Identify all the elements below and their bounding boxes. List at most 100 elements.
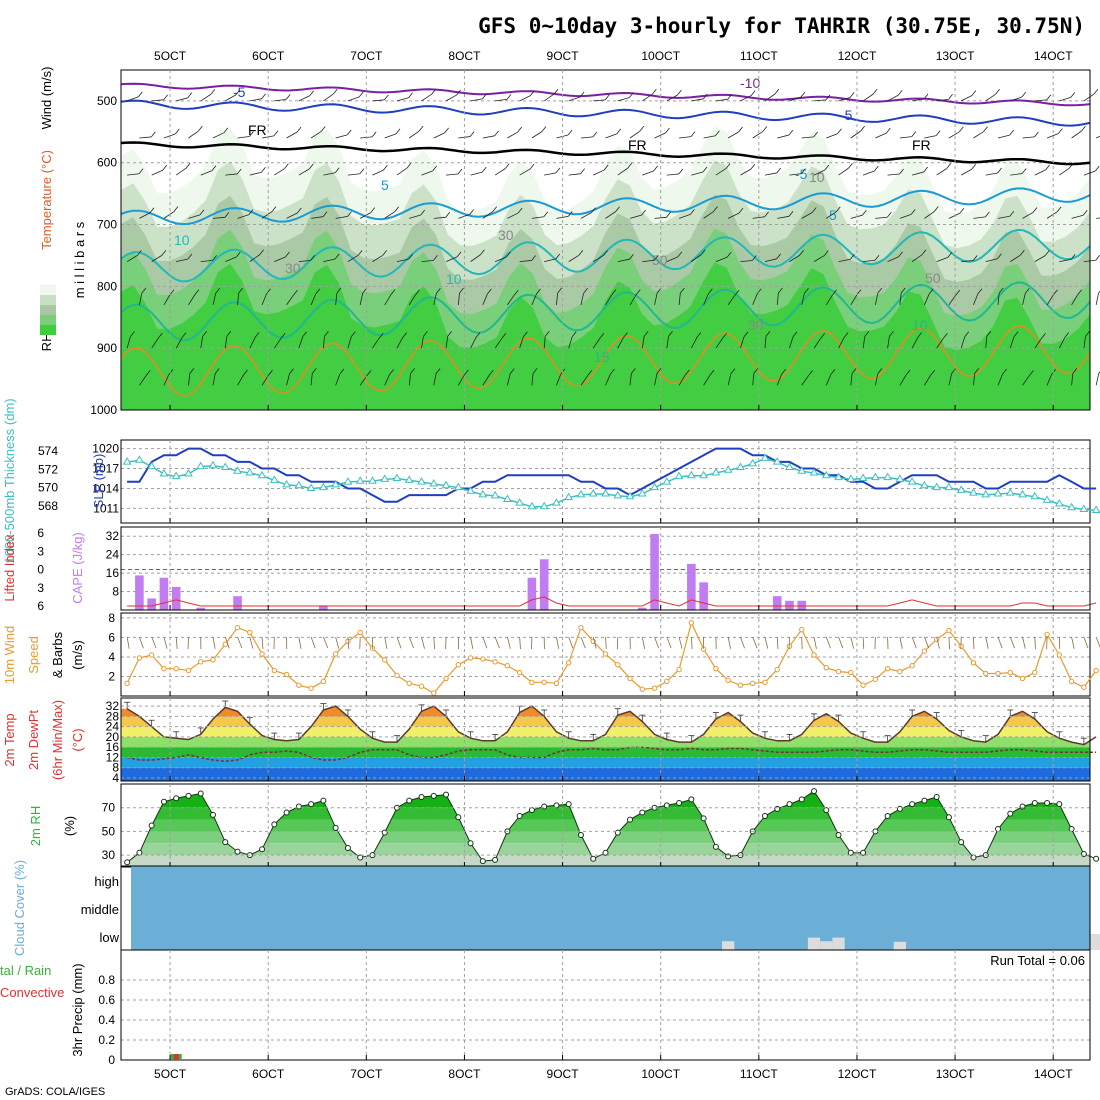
upper-wind-barb-flag — [727, 94, 733, 100]
upper-wind-barb-flag — [238, 287, 244, 294]
upper-wind-barb-flag — [653, 255, 659, 261]
upper-wind-barb — [531, 373, 534, 386]
upper-wind-barb — [752, 216, 765, 219]
upper-wind-barb — [850, 130, 861, 139]
upper-wind-barb-flag — [776, 167, 782, 174]
upper-wind-barb — [1034, 338, 1042, 349]
rh-point — [835, 831, 842, 838]
upper-wind-barb — [421, 170, 433, 176]
upper-wind-barb-flag — [402, 332, 407, 338]
upper-wind-barb — [200, 260, 213, 263]
upper-wind-barb-flag — [690, 131, 696, 137]
wind-barb — [384, 636, 388, 649]
upper-wind-barb — [691, 254, 702, 262]
wind-speed-point — [872, 676, 879, 683]
upper-wind-barb — [176, 97, 188, 102]
upper-wind-barb — [764, 93, 776, 102]
upper-wind-barb — [225, 173, 238, 176]
rh-point — [541, 803, 548, 810]
wind-speed-point — [627, 675, 633, 682]
upper-wind-barb-flag — [615, 206, 620, 212]
upper-wind-barb-flag — [832, 289, 837, 295]
upper-wind-barb-flag — [480, 249, 485, 256]
wind-barb — [1022, 636, 1026, 649]
rh-point — [590, 855, 597, 862]
rh-point — [295, 803, 302, 810]
upper-wind-barb — [408, 294, 416, 306]
upper-wind-barb — [261, 293, 267, 306]
precip-legend-convective: Convective — [0, 985, 64, 1000]
isotherm-line — [120, 324, 1091, 397]
upper-wind-barb-flag — [487, 288, 492, 295]
wind-tick-label: 8 — [108, 611, 115, 625]
upper-wind-barb-flag — [199, 209, 205, 216]
upper-wind-barb-flag — [943, 332, 948, 339]
rh-point — [259, 846, 266, 853]
isotherm-line — [120, 82, 1091, 107]
wind-speed-point — [897, 668, 903, 675]
cloud-axis-label: Cloud Cover (%) — [12, 860, 27, 956]
wind-speed-point — [553, 680, 560, 687]
temp-tick-label: 24 — [106, 720, 120, 734]
upper-wind-barb — [1083, 93, 1095, 102]
upper-wind-barb — [740, 336, 745, 349]
upper-wind-barb — [654, 216, 667, 219]
upper-wind-barb — [641, 336, 645, 349]
upper-wind-barb-flag — [289, 368, 294, 374]
upper-wind-barb-flag — [813, 131, 819, 138]
upper-wind-barb-flag — [504, 163, 510, 169]
upper-wind-barb-flag — [162, 164, 167, 171]
rh-point — [565, 801, 572, 808]
upper-wind-barb — [740, 95, 752, 102]
upper-wind-barb — [764, 336, 767, 349]
thickness-point — [343, 477, 353, 485]
wind-barb — [1083, 636, 1089, 649]
thickness-point — [355, 476, 365, 484]
rh-colorbar-swatch — [40, 315, 56, 325]
upper-wind-barb-flag — [921, 249, 927, 256]
thickness-point — [417, 477, 426, 485]
upper-wind-barb — [813, 99, 827, 102]
upper-wind-barb — [126, 255, 138, 262]
wind-barb — [862, 636, 865, 650]
cape-bar — [319, 605, 328, 610]
upper-wind-barb-flag — [948, 93, 953, 100]
rh-band — [127, 795, 1090, 808]
upper-wind-barb-flag — [394, 206, 400, 212]
upper-wind-barb-flag — [332, 88, 338, 95]
upper-wind-barb — [507, 294, 515, 306]
dewpoint-series-line — [126, 746, 1097, 763]
wind-barb — [899, 636, 903, 649]
rh-point — [1093, 855, 1100, 862]
rh-point — [308, 801, 315, 808]
upper-wind-barb-flag — [359, 168, 365, 174]
upper-wind-barb-flag — [168, 369, 174, 375]
upper-wind-barb-flag — [1051, 368, 1057, 375]
upper-wind-barb-flag — [523, 331, 528, 338]
upper-wind-barb-flag — [320, 126, 326, 132]
upper-wind-barb — [678, 214, 691, 219]
upper-wind-barb-flag — [223, 127, 229, 134]
rh-point — [381, 829, 388, 836]
upper-wind-barb — [666, 173, 679, 176]
x-tick-label-top: 8OCT — [448, 49, 481, 63]
rh-colorbar-swatch — [40, 295, 56, 305]
wind-barb — [776, 636, 779, 650]
wind-barb — [813, 636, 817, 649]
upper-wind-barb-flag — [138, 91, 143, 98]
upper-wind-barb — [409, 214, 421, 219]
upper-wind-barb — [396, 337, 404, 349]
wind-speed-point — [688, 620, 695, 626]
wind-speed-point — [1093, 667, 1099, 674]
wind-speed-point — [247, 629, 253, 636]
upper-wind-barb-flag — [1068, 163, 1074, 169]
upper-wind-barb — [470, 254, 481, 262]
rh-point — [909, 801, 916, 808]
wind-speed-point — [234, 624, 241, 631]
upper-wind-barb-flag — [347, 211, 352, 217]
upper-wind-barb — [176, 258, 188, 263]
upper-wind-barb-flag — [641, 209, 646, 216]
thickness-point — [821, 470, 831, 479]
upper-wind-barb — [249, 254, 260, 262]
upper-wind-barb — [200, 336, 204, 349]
